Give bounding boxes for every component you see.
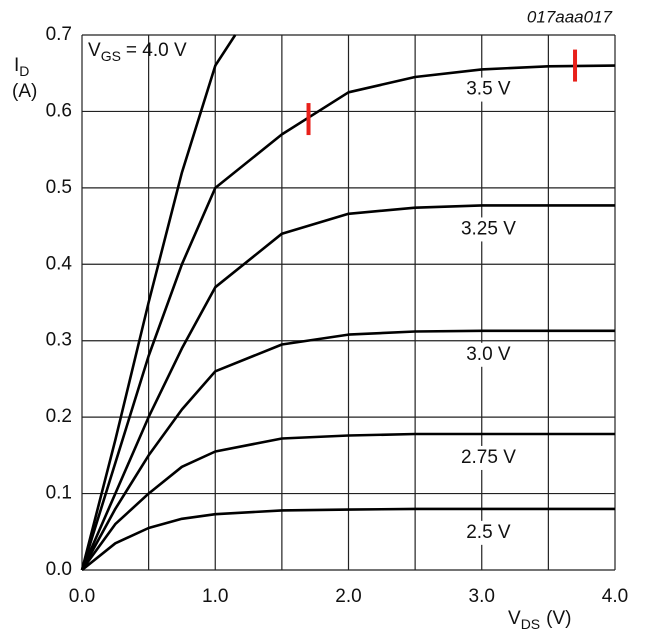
label-bg bbox=[450, 520, 527, 545]
y-label-sub: D bbox=[19, 63, 29, 79]
series-label: 2.75 V bbox=[461, 447, 516, 468]
x-label-symbol: V bbox=[508, 608, 521, 629]
label-bg bbox=[450, 77, 527, 102]
series-label: 3.25 V bbox=[461, 218, 516, 239]
label-bg bbox=[450, 342, 527, 367]
gate-symbol: V bbox=[88, 40, 101, 61]
curve bbox=[80, 329, 615, 571]
y-tick-label: 0.7 bbox=[46, 24, 72, 45]
gate-sub: GS bbox=[101, 48, 121, 64]
y-axis-unit: (A) bbox=[12, 81, 37, 102]
x-axis-label: VDS (V) bbox=[508, 608, 571, 632]
y-tick-label: 0.6 bbox=[46, 100, 72, 121]
curve bbox=[80, 204, 615, 571]
curve bbox=[80, 64, 616, 571]
x-tick-label: 1.0 bbox=[202, 586, 228, 607]
y-axis-label: ID bbox=[14, 55, 29, 79]
series-label: VGS = 4.0 V bbox=[88, 40, 187, 64]
curve bbox=[80, 34, 237, 571]
x-label-sub: DS bbox=[521, 616, 540, 632]
x-label-unit: (V) bbox=[546, 608, 571, 629]
y-tick-label: 0.1 bbox=[46, 483, 72, 504]
y-label-symbol: I bbox=[14, 55, 19, 76]
series-name: = 4.0 V bbox=[126, 40, 187, 61]
y-tick-label: 0.4 bbox=[46, 253, 73, 274]
figure-id: 017aaa017 bbox=[527, 7, 613, 26]
label-bg bbox=[450, 217, 527, 242]
x-tick-label: 0.0 bbox=[69, 586, 95, 607]
label-bg bbox=[450, 445, 527, 470]
curve bbox=[81, 507, 615, 572]
y-tick-label: 0.3 bbox=[46, 330, 72, 351]
series-label: 3.0 V bbox=[466, 344, 511, 365]
series-label: 3.5 V bbox=[466, 79, 511, 100]
x-tick-label: 4.0 bbox=[602, 586, 628, 607]
curve bbox=[80, 432, 615, 571]
y-tick-label: 0.0 bbox=[46, 559, 72, 580]
series-label: 2.5 V bbox=[466, 522, 511, 543]
x-tick-label: 2.0 bbox=[335, 586, 361, 607]
x-tick-label: 3.0 bbox=[469, 586, 495, 607]
y-tick-label: 0.5 bbox=[46, 177, 72, 198]
y-tick-label: 0.2 bbox=[46, 406, 72, 427]
